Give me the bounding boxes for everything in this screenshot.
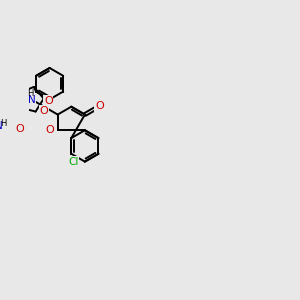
Text: H: H (27, 89, 34, 98)
Text: O: O (39, 106, 48, 116)
Text: O: O (44, 96, 53, 106)
Text: Cl: Cl (69, 157, 79, 166)
Text: O: O (16, 124, 24, 134)
Text: N: N (0, 122, 2, 131)
Text: O: O (95, 101, 104, 111)
Text: N: N (28, 95, 36, 105)
Text: H: H (0, 119, 7, 128)
Text: O: O (45, 125, 54, 135)
